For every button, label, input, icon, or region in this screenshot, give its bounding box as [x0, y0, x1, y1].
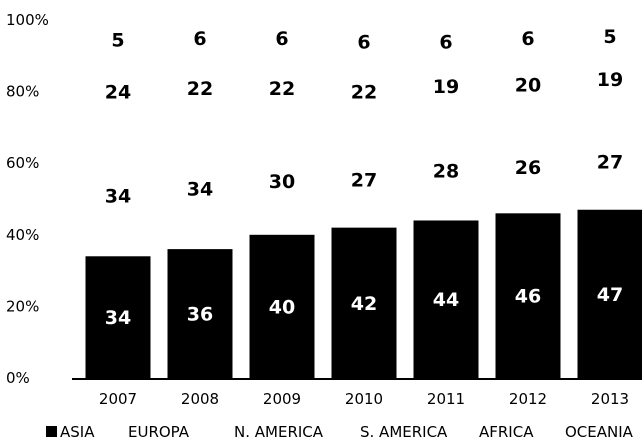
data-label: 5 [111, 30, 124, 52]
data-label: 6 [357, 31, 370, 53]
y-tick-label: 40% [6, 226, 39, 244]
data-label: 6 [521, 28, 534, 50]
data-label: 42 [351, 293, 377, 315]
y-tick-label: 20% [6, 297, 39, 315]
x-tick-label: 2010 [345, 390, 383, 408]
data-label: 19 [433, 76, 459, 98]
legend-swatch [46, 426, 57, 437]
data-label: 40 [269, 296, 295, 318]
y-tick-label: 0% [6, 369, 30, 387]
y-tick-label: 60% [6, 154, 39, 172]
data-label: 24 [105, 82, 131, 104]
data-label: 28 [433, 160, 459, 182]
y-tick-label: 100% [6, 11, 49, 29]
data-label: 27 [351, 169, 377, 191]
data-label: 5 [603, 26, 616, 48]
x-tick-label: 2011 [427, 390, 465, 408]
x-tick-label: 2013 [591, 390, 629, 408]
data-label: 26 [515, 157, 541, 179]
x-tick-label: 2008 [181, 390, 219, 408]
data-label: 6 [439, 31, 452, 53]
data-label: 22 [351, 82, 377, 104]
data-label: 27 [597, 151, 623, 173]
data-label: 30 [269, 171, 295, 193]
data-label: 34 [105, 307, 131, 329]
data-label: 44 [433, 289, 459, 311]
x-tick-label: 2012 [509, 390, 547, 408]
legend-label: N. AMERICA [234, 423, 324, 441]
x-tick-label: 2007 [99, 390, 137, 408]
x-tick-label: 2009 [263, 390, 301, 408]
data-label: 19 [597, 69, 623, 91]
legend-label: AFRICA [479, 423, 534, 441]
data-label: 46 [515, 286, 541, 308]
data-label: 6 [193, 28, 206, 50]
legend-label: EUROPA [128, 423, 190, 441]
data-label: 22 [269, 78, 295, 100]
legend-label: ASIA [60, 423, 95, 441]
data-label: 20 [515, 74, 541, 96]
data-label: 47 [597, 284, 623, 306]
data-label: 36 [187, 304, 213, 326]
data-label: 34 [105, 185, 131, 207]
legend-label: S. AMERICA [360, 423, 448, 441]
data-label: 6 [275, 28, 288, 50]
data-label: 22 [187, 78, 213, 100]
y-tick-label: 80% [6, 83, 39, 101]
legend-label: OCEANIA [565, 423, 634, 441]
data-label: 34 [187, 178, 213, 200]
